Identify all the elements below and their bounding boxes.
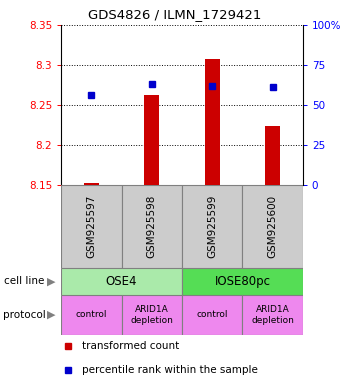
Bar [84, 183, 99, 185]
Text: GSM925598: GSM925598 [147, 195, 157, 258]
Text: GSM925599: GSM925599 [207, 195, 217, 258]
Bar [122, 295, 182, 334]
Text: percentile rank within the sample: percentile rank within the sample [82, 365, 258, 375]
Bar [61, 268, 182, 295]
Bar [205, 60, 220, 185]
Text: control: control [76, 311, 107, 319]
Text: transformed count: transformed count [82, 341, 180, 351]
Text: control: control [196, 311, 228, 319]
Text: GSM925597: GSM925597 [86, 195, 97, 258]
Text: ▶: ▶ [47, 310, 55, 320]
Text: ARID1A
depletion: ARID1A depletion [130, 305, 173, 325]
Bar [61, 295, 122, 334]
Text: protocol: protocol [4, 310, 46, 320]
Text: GSM925600: GSM925600 [267, 195, 278, 258]
Bar [182, 185, 242, 268]
Bar [61, 185, 122, 268]
Bar [182, 268, 303, 295]
Text: GDS4826 / ILMN_1729421: GDS4826 / ILMN_1729421 [88, 8, 262, 21]
Text: ARID1A
depletion: ARID1A depletion [251, 305, 294, 325]
Text: cell line: cell line [4, 276, 44, 286]
Bar [242, 185, 303, 268]
Bar [122, 185, 182, 268]
Bar [144, 94, 159, 185]
Text: ▶: ▶ [47, 276, 55, 286]
Text: IOSE80pc: IOSE80pc [214, 275, 270, 288]
Bar [242, 295, 303, 334]
Bar [182, 295, 242, 334]
Bar [265, 126, 280, 185]
Text: OSE4: OSE4 [106, 275, 137, 288]
